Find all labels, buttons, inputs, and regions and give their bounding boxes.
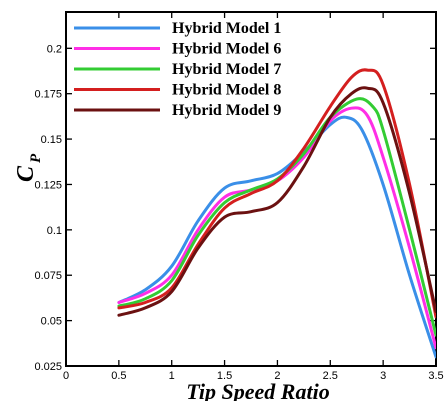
x-tick-label: 1.5	[217, 370, 232, 382]
legend-label-4: Hybrid Model 8	[172, 82, 281, 99]
x-tick-label: 2.5	[323, 370, 338, 382]
x-tick-label: 1	[169, 370, 175, 382]
y-axis-title: C P	[13, 153, 44, 182]
y-tick-label: 0.05	[41, 316, 62, 328]
legend-label-2: Hybrid Model 6	[172, 41, 281, 58]
plot-frame	[65, 11, 437, 367]
x-tick-label: 0	[63, 370, 69, 382]
y-tick-label: 0.15	[41, 134, 62, 146]
legend-label-5: Hybrid Model 9	[172, 102, 281, 119]
series-line-4	[117, 68, 436, 319]
x-axis-title: Tip Speed Ratio	[186, 379, 329, 401]
x-tick-label: 3.5	[428, 370, 443, 382]
series-line-3	[117, 97, 436, 337]
plot-area: 0 0.5 1 1.5 2 2.5 3 3.5 0.025 0.05 0.075 0.1 0.125 0.…	[34, 11, 444, 382]
series-line-2	[117, 106, 436, 350]
y-tick-label: 0.175	[34, 89, 62, 101]
y-tick-label: 0.075	[34, 270, 62, 282]
y-axis-title-main: C	[13, 165, 39, 182]
x-tick-label: 3	[380, 370, 386, 382]
legend-label-1: Hybrid Model 1	[172, 20, 281, 37]
x-tick-label: 2	[274, 370, 280, 382]
x-tick-label: 0.5	[111, 370, 126, 382]
y-axis-title-subscript: P	[28, 153, 44, 163]
y-tick-label: 0.125	[34, 179, 62, 191]
series-line-5	[117, 86, 436, 317]
legend-label-3: Hybrid Model 7	[172, 61, 281, 78]
y-tick-label: 0.2	[47, 43, 62, 55]
y-tick-label: 0.1	[47, 225, 62, 237]
y-tick-label: 0.025	[34, 361, 62, 373]
